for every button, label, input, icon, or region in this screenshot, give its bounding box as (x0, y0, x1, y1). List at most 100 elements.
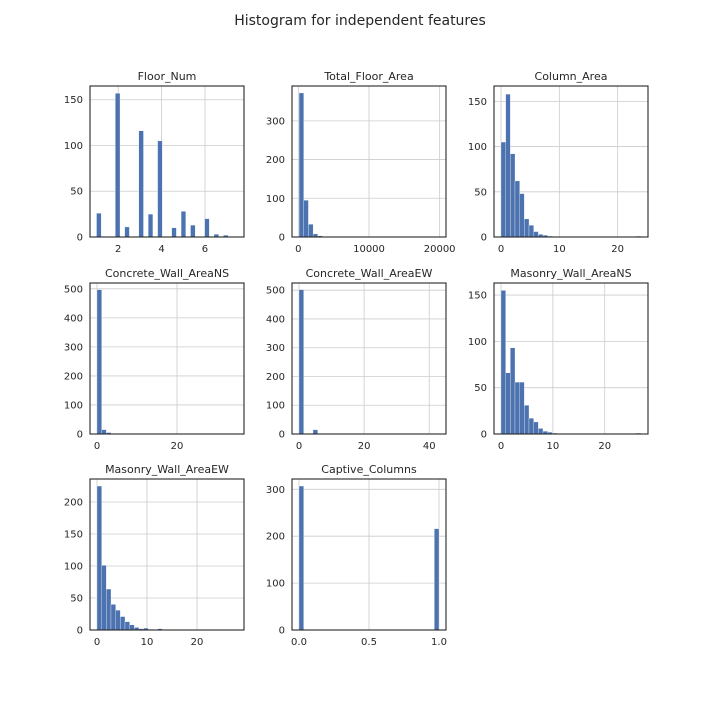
histogram-bar (514, 180, 520, 238)
subplot-captive-columns: Captive_Columns 0.0 0.5 1.0 0 100 200 300 (266, 463, 447, 648)
axes-frame (89, 282, 245, 435)
axes-frame (89, 478, 245, 631)
subplot-title: Captive_Columns (321, 463, 417, 476)
histogram-bar (115, 93, 121, 238)
y-tick-label: 50 (70, 187, 83, 198)
histogram-bar (528, 418, 534, 435)
histogram-bar (524, 405, 530, 435)
histogram-bar (101, 429, 107, 435)
x-tick-label: 10000 (353, 244, 385, 255)
subplot-column-area: Column_Area 0 10 20 0 50 100 150 (468, 70, 649, 255)
y-tick-label: 200 (266, 155, 285, 166)
subplot-title: Concrete_Wall_AreaEW (306, 267, 433, 280)
y-tick-label: 100 (266, 401, 285, 412)
y-tick-label: 200 (266, 532, 285, 543)
x-tick-label: 0 (296, 441, 302, 452)
x-tick-label: 10 (546, 441, 559, 452)
histogram-bar (510, 153, 516, 238)
x-tick-label: 20 (191, 637, 204, 648)
histogram-bar (298, 92, 304, 238)
x-tick-label: 1.0 (431, 637, 447, 648)
subplot-masonry-wall-areans: Masonry_Wall_AreaNS 0 10 20 0 50 100 150 (468, 267, 649, 452)
x-tick-label: 0 (295, 244, 301, 255)
histogram-bar (303, 200, 309, 238)
axes-frame (89, 85, 245, 238)
x-tick-label: 6 (202, 244, 208, 255)
subplot-title: Concrete_Wall_AreaNS (105, 267, 229, 280)
subplot-title: Total_Floor_Area (323, 70, 413, 83)
histogram-bar (298, 485, 304, 631)
histogram-bar (538, 428, 544, 435)
y-tick-label: 0 (279, 233, 285, 244)
x-tick-label: 0.0 (291, 637, 307, 648)
y-tick-label: 100 (64, 400, 83, 411)
x-tick-label: 0.5 (361, 637, 377, 648)
histogram-bar (434, 528, 440, 631)
y-tick-label: 100 (266, 194, 285, 205)
y-tick-label: 300 (266, 485, 285, 496)
x-tick-label: 2 (115, 244, 121, 255)
histogram-bar (96, 289, 102, 435)
x-tick-label: 20 (358, 441, 371, 452)
y-tick-label: 400 (266, 314, 285, 325)
histogram-bar (510, 347, 516, 435)
histogram-bar (519, 381, 525, 435)
histogram-bar (514, 381, 520, 435)
x-tick-label: 20 (171, 441, 184, 452)
histogram-bar (180, 211, 186, 238)
y-tick-label: 200 (64, 371, 83, 382)
x-tick-label: 20 (611, 244, 624, 255)
subplot-title: Masonry_Wall_AreaEW (105, 463, 229, 476)
y-tick-label: 50 (70, 594, 83, 605)
y-tick-label: 200 (64, 498, 83, 509)
subplot-title: Floor_Num (138, 70, 197, 83)
y-tick-label: 0 (481, 430, 487, 441)
histogram-bar (120, 616, 126, 631)
histogram-bar (505, 372, 511, 435)
histogram-bar (519, 193, 525, 238)
y-tick-label: 50 (474, 383, 487, 394)
subplot-title: Column_Area (535, 70, 608, 83)
histogram-bar (96, 485, 102, 631)
histogram-bar (308, 224, 314, 238)
histogram-bar (115, 610, 121, 631)
y-tick-label: 0 (279, 430, 285, 441)
histogram-bar (138, 130, 144, 238)
x-tick-label: 10 (553, 244, 566, 255)
axes-frame (291, 85, 447, 238)
y-tick-label: 150 (468, 291, 487, 302)
x-tick-label: 20000 (424, 244, 456, 255)
axes-frame (291, 478, 447, 631)
y-tick-label: 100 (468, 142, 487, 153)
y-tick-label: 500 (64, 284, 83, 295)
histogram-bar (101, 565, 107, 631)
axes-frame (291, 282, 447, 435)
histogram-bar (96, 213, 102, 238)
y-tick-label: 500 (266, 286, 285, 297)
histogram-bar (500, 141, 506, 238)
histogram-bar (505, 93, 511, 238)
histogram-bar (106, 588, 112, 631)
y-tick-label: 100 (64, 562, 83, 573)
histogram-bar (190, 224, 196, 238)
subplot-total-floor-area: Total_Floor_Area 0 10000 20000 0 100 200 300 (266, 70, 456, 255)
y-tick-label: 100 (266, 579, 285, 590)
x-tick-label: 40 (423, 441, 436, 452)
y-tick-label: 100 (468, 337, 487, 348)
histogram-bar (204, 218, 210, 238)
histogram-bar (298, 289, 304, 435)
histogram-bar (533, 421, 539, 435)
axes-frame (493, 282, 649, 435)
histogram-bar (157, 140, 163, 238)
histogram-bar (312, 429, 318, 435)
y-tick-label: 0 (77, 233, 83, 244)
y-tick-label: 100 (64, 141, 83, 152)
y-tick-label: 0 (77, 626, 83, 637)
y-tick-label: 200 (266, 372, 285, 383)
y-tick-label: 300 (266, 343, 285, 354)
y-tick-label: 0 (279, 626, 285, 637)
